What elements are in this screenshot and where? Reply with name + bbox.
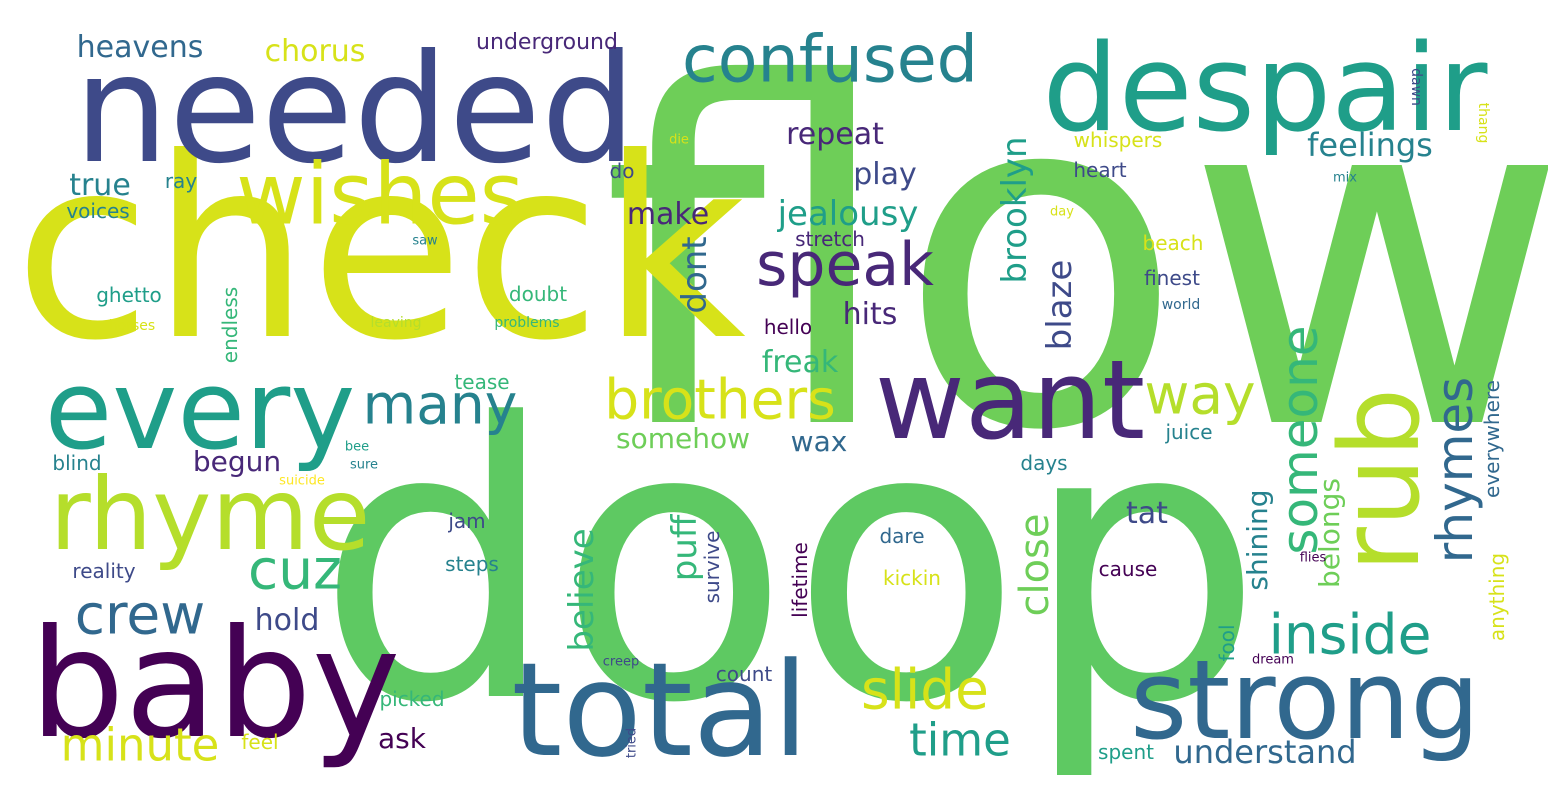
word-doop: doop <box>316 343 1264 786</box>
word-inside: inside <box>1268 602 1432 667</box>
word-needed: needed <box>73 23 637 197</box>
word-leaving: leaving <box>370 315 422 331</box>
word-day: day <box>1050 204 1074 220</box>
word-creep: creep <box>602 654 640 670</box>
word-tried: tried <box>624 727 640 759</box>
word-baby: baby <box>29 598 401 772</box>
word-finest: finest <box>1144 266 1200 290</box>
word-world: world <box>1161 297 1201 313</box>
word-mix: mix <box>1333 170 1357 186</box>
word-ray: ray <box>164 169 198 193</box>
word-way: way <box>1144 362 1256 427</box>
word-suicide: suicide <box>279 473 325 489</box>
word-close: close <box>1012 513 1058 617</box>
word-jam: jam <box>448 509 486 533</box>
word-hits: hits <box>842 297 898 332</box>
word-reality: reality <box>72 559 136 583</box>
word-feelings: feelings <box>1307 126 1433 164</box>
word-hello: hello <box>763 315 813 339</box>
word-die: die <box>669 132 689 148</box>
word-hold: hold <box>254 603 320 638</box>
word-dont: dont <box>675 236 715 314</box>
word-repeat: repeat <box>786 117 884 152</box>
word-puff: puff <box>665 514 705 582</box>
word-flies: flies <box>1299 550 1327 566</box>
word-heart: heart <box>1073 158 1127 182</box>
word-belongs: belongs <box>1313 477 1346 589</box>
word-doubt: doubt <box>508 282 568 306</box>
word-slide: slide <box>861 657 989 722</box>
word-tease: tease <box>454 370 510 394</box>
word-chorus: chorus <box>264 34 366 69</box>
word-true: true <box>69 168 131 203</box>
word-juice: juice <box>1165 420 1213 444</box>
word-crew: crew <box>74 582 206 647</box>
word-endless: endless <box>218 286 242 364</box>
word-heavens: heavens <box>76 30 204 65</box>
word-confused: confused <box>682 22 978 98</box>
word-make: make <box>626 197 710 232</box>
word-shining: shining <box>1241 489 1274 591</box>
word-lifetime: lifetime <box>788 542 812 618</box>
word-cuz: cuz <box>248 537 342 602</box>
word-many: many <box>362 372 518 437</box>
word-everywhere: everywhere <box>1480 380 1504 498</box>
word-count: count <box>715 662 773 686</box>
word-kickin: kickin <box>883 566 941 590</box>
word-brooklyn: brooklyn <box>995 136 1035 284</box>
word-freak: freak <box>761 345 839 380</box>
word-ghetto: ghetto <box>96 283 162 307</box>
word-despair: despair <box>1042 20 1488 159</box>
word-whispers: whispers <box>1073 128 1163 152</box>
word-horses: horses <box>108 318 156 334</box>
word-sure: sure <box>349 457 379 473</box>
word-bee: bee <box>344 439 370 455</box>
word-rhyme: rhyme <box>49 456 371 573</box>
word-days: days <box>1020 451 1068 475</box>
word-wishes: wishes <box>236 145 524 245</box>
word-dawn: dawn <box>1408 68 1424 106</box>
word-spent: spent <box>1098 740 1154 764</box>
word-wax: wax <box>790 425 848 458</box>
word-underground: underground <box>476 30 618 55</box>
word-anything: anything <box>1485 552 1509 642</box>
word-time: time <box>909 713 1011 767</box>
word-check: check <box>14 104 746 395</box>
word-somehow: somehow <box>616 422 750 455</box>
word-brothers: brothers <box>604 367 836 432</box>
word-every: every <box>44 346 356 474</box>
word-voices: voices <box>66 199 130 223</box>
word-dream: dream <box>1252 652 1294 668</box>
word-strong: strong <box>1129 636 1481 764</box>
word-picked: picked <box>379 687 445 711</box>
word-believe: believe <box>562 528 602 652</box>
word-survive: survive <box>700 530 724 604</box>
word-play: play <box>853 157 917 192</box>
word-want: want <box>874 336 1146 464</box>
word-begun: begun <box>192 445 282 478</box>
word-jealousy: jealousy <box>777 194 919 234</box>
word-ask: ask <box>378 722 426 755</box>
word-understand: understand <box>1173 733 1357 771</box>
word-stretch: stretch <box>795 227 865 251</box>
word-flow: flow <box>601 0 1548 533</box>
word-problems: problems <box>494 315 560 331</box>
word-thang: thang <box>1475 102 1491 144</box>
word-minute: minute <box>60 718 220 772</box>
word-total: total <box>511 634 809 786</box>
word-steps: steps <box>445 552 499 576</box>
word-tat: tat <box>1126 496 1168 531</box>
word-speak: speak <box>756 230 934 300</box>
word-fool: fool <box>1215 624 1239 662</box>
word-dare: dare <box>879 524 925 548</box>
word-rhymes: rhymes <box>1426 376 1484 564</box>
word-blind: blind <box>52 451 102 475</box>
word-saw: saw <box>412 233 438 249</box>
word-do: do <box>609 159 635 183</box>
word-blaze: blaze <box>1040 259 1080 351</box>
word-beach: beach <box>1142 231 1204 255</box>
word-cause: cause <box>1098 557 1158 581</box>
word-feel: feel <box>241 730 279 754</box>
